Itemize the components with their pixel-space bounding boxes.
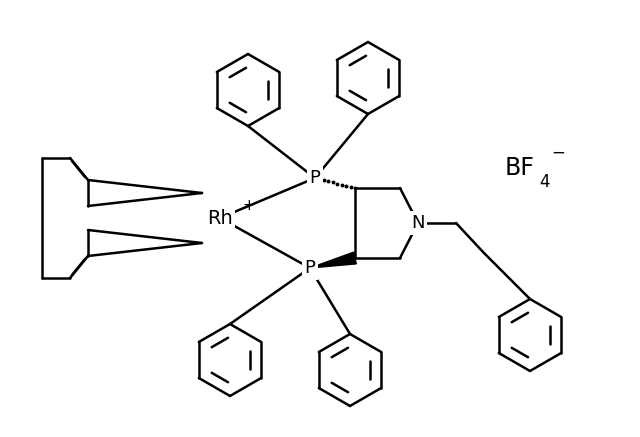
Text: −: −	[551, 144, 565, 162]
Text: +: +	[242, 198, 255, 214]
Text: BF: BF	[505, 156, 535, 180]
Text: P: P	[305, 259, 316, 277]
Text: Rh: Rh	[207, 208, 233, 228]
Text: N: N	[412, 214, 425, 232]
Polygon shape	[310, 252, 356, 268]
Text: 4: 4	[539, 173, 550, 191]
Text: P: P	[310, 169, 321, 187]
